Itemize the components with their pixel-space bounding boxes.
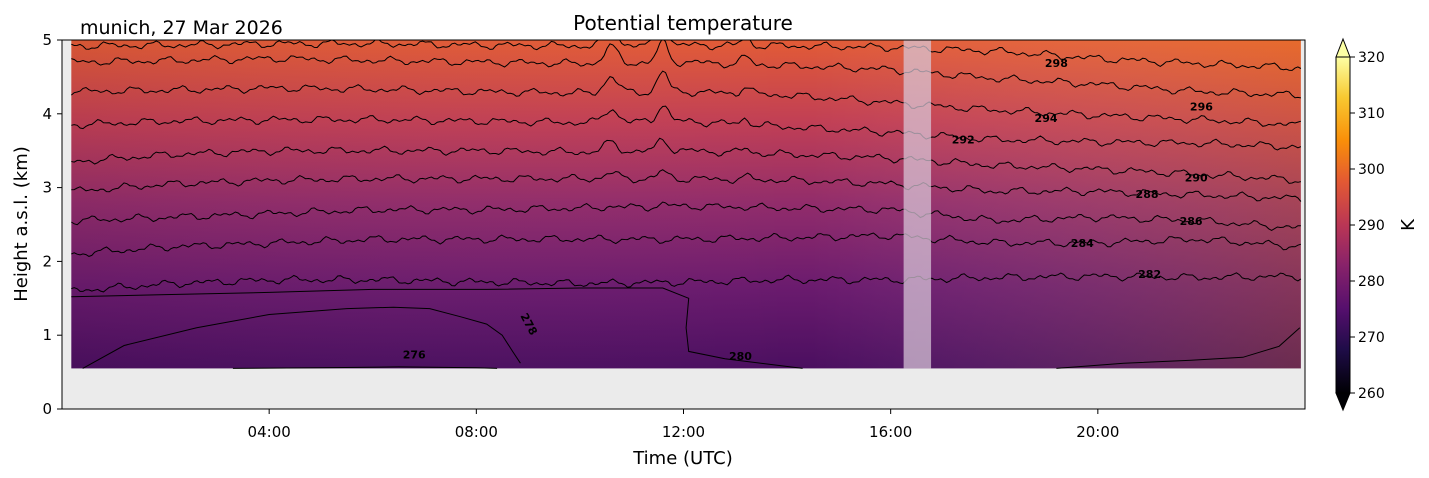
contour-296 [71, 40, 1301, 99]
contour-286 [71, 201, 1301, 231]
colorbar-tick-label: 290 [1358, 218, 1385, 234]
colorbar-ticks: 260 270 280 290 300 310 320 [1350, 50, 1385, 402]
y-axis-ticks: 0 1 2 3 4 5 [42, 31, 62, 418]
x-tick-label: 08:00 [455, 423, 498, 441]
x-axis-ticks: 04:00 08:00 12:00 16:00 20:00 [248, 409, 1119, 441]
contour-284 [71, 232, 1302, 257]
y-tick-label: 5 [42, 31, 52, 49]
contour-label-296: 296 [1190, 100, 1213, 113]
x-tick-label: 04:00 [248, 423, 291, 441]
colorbar-tick-label: 310 [1358, 106, 1385, 122]
y-tick-label: 4 [42, 105, 52, 123]
contour-label-282: 282 [1138, 268, 1161, 281]
colorbar: 260 270 280 290 300 310 320 K [1335, 37, 1419, 412]
chart-title: Potential temperature [573, 11, 793, 35]
y-tick-label: 1 [42, 326, 52, 344]
colorbar-body [1335, 56, 1351, 394]
contour-label-292: 292 [952, 134, 975, 147]
contour-282 [71, 272, 1302, 293]
colorbar-tick-label: 270 [1358, 330, 1385, 346]
contour-label-290: 290 [1185, 171, 1208, 184]
contour-label-280: 280 [729, 350, 752, 363]
contour-lines [70, 40, 1302, 369]
y-tick-label: 2 [42, 252, 52, 270]
contour-label-286: 286 [1180, 215, 1203, 228]
contour-label-288: 288 [1136, 188, 1159, 201]
colorbar-extend-min [1335, 392, 1351, 412]
contour-278 [82, 306, 521, 369]
x-tick-label: 12:00 [662, 423, 705, 441]
x-tick-label: 16:00 [869, 423, 912, 441]
colorbar-tick-label: 300 [1358, 162, 1385, 178]
contour-280 [71, 287, 803, 369]
colorbar-tick-label: 260 [1358, 386, 1385, 402]
colorbar-tick-label: 320 [1358, 50, 1385, 66]
x-axis-label: Time (UTC) [632, 448, 733, 469]
contour-290 [71, 137, 1302, 184]
y-axis-label: Height a.s.l. (km) [11, 146, 32, 302]
colorbar-extend-max [1335, 37, 1351, 58]
y-tick-label: 0 [42, 400, 52, 418]
contour-label-294: 294 [1035, 112, 1058, 125]
contour-298 [71, 40, 1302, 71]
contour-288 [71, 169, 1302, 202]
contour-label-284: 284 [1071, 237, 1094, 250]
contour-292 [71, 105, 1302, 151]
colorbar-label: K [1398, 218, 1419, 231]
contour-276 [232, 366, 498, 369]
data-gap-band [903, 40, 932, 369]
contour-label-276: 276 [403, 348, 426, 361]
contour-label-298: 298 [1045, 57, 1068, 70]
y-tick-label: 3 [42, 179, 52, 197]
location-date-label: munich, 27 Mar 2026 [80, 17, 283, 39]
colorbar-tick-label: 280 [1358, 274, 1385, 290]
contour-294 [70, 70, 1302, 127]
x-tick-label: 20:00 [1076, 423, 1119, 441]
contour-280-east [1056, 327, 1301, 369]
